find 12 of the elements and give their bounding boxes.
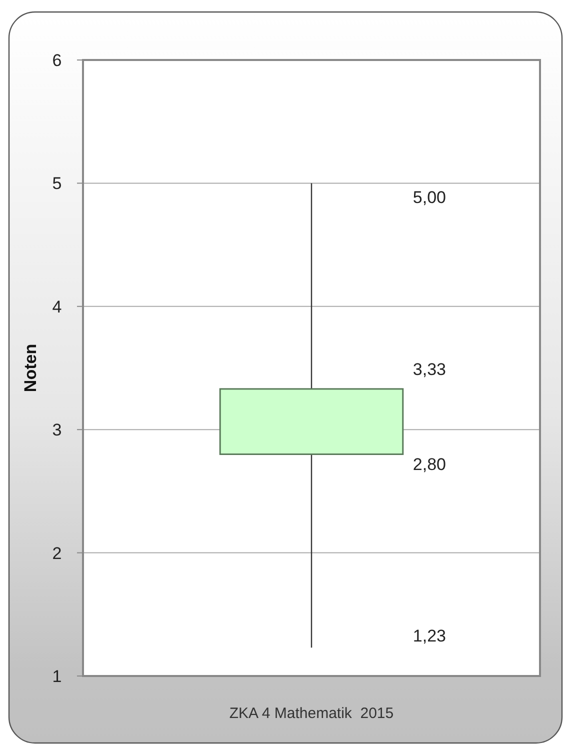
y-tick-label: 6 xyxy=(52,50,62,70)
annotation: 1,23 xyxy=(412,626,446,646)
annotation: 3,33 xyxy=(412,360,446,379)
y-axis-title: Noten xyxy=(21,344,40,392)
y-tick-label: 2 xyxy=(52,544,62,563)
y-tick-label: 5 xyxy=(52,174,62,194)
annotation: 5,00 xyxy=(412,188,446,208)
x-tick-label: ZKA 4 Mathematik 2015 xyxy=(229,705,394,722)
y-tick-label: 3 xyxy=(52,420,62,440)
y-tick-label: 1 xyxy=(52,666,62,686)
annotation: 2,80 xyxy=(412,455,446,474)
y-tick-label: 4 xyxy=(52,297,62,316)
